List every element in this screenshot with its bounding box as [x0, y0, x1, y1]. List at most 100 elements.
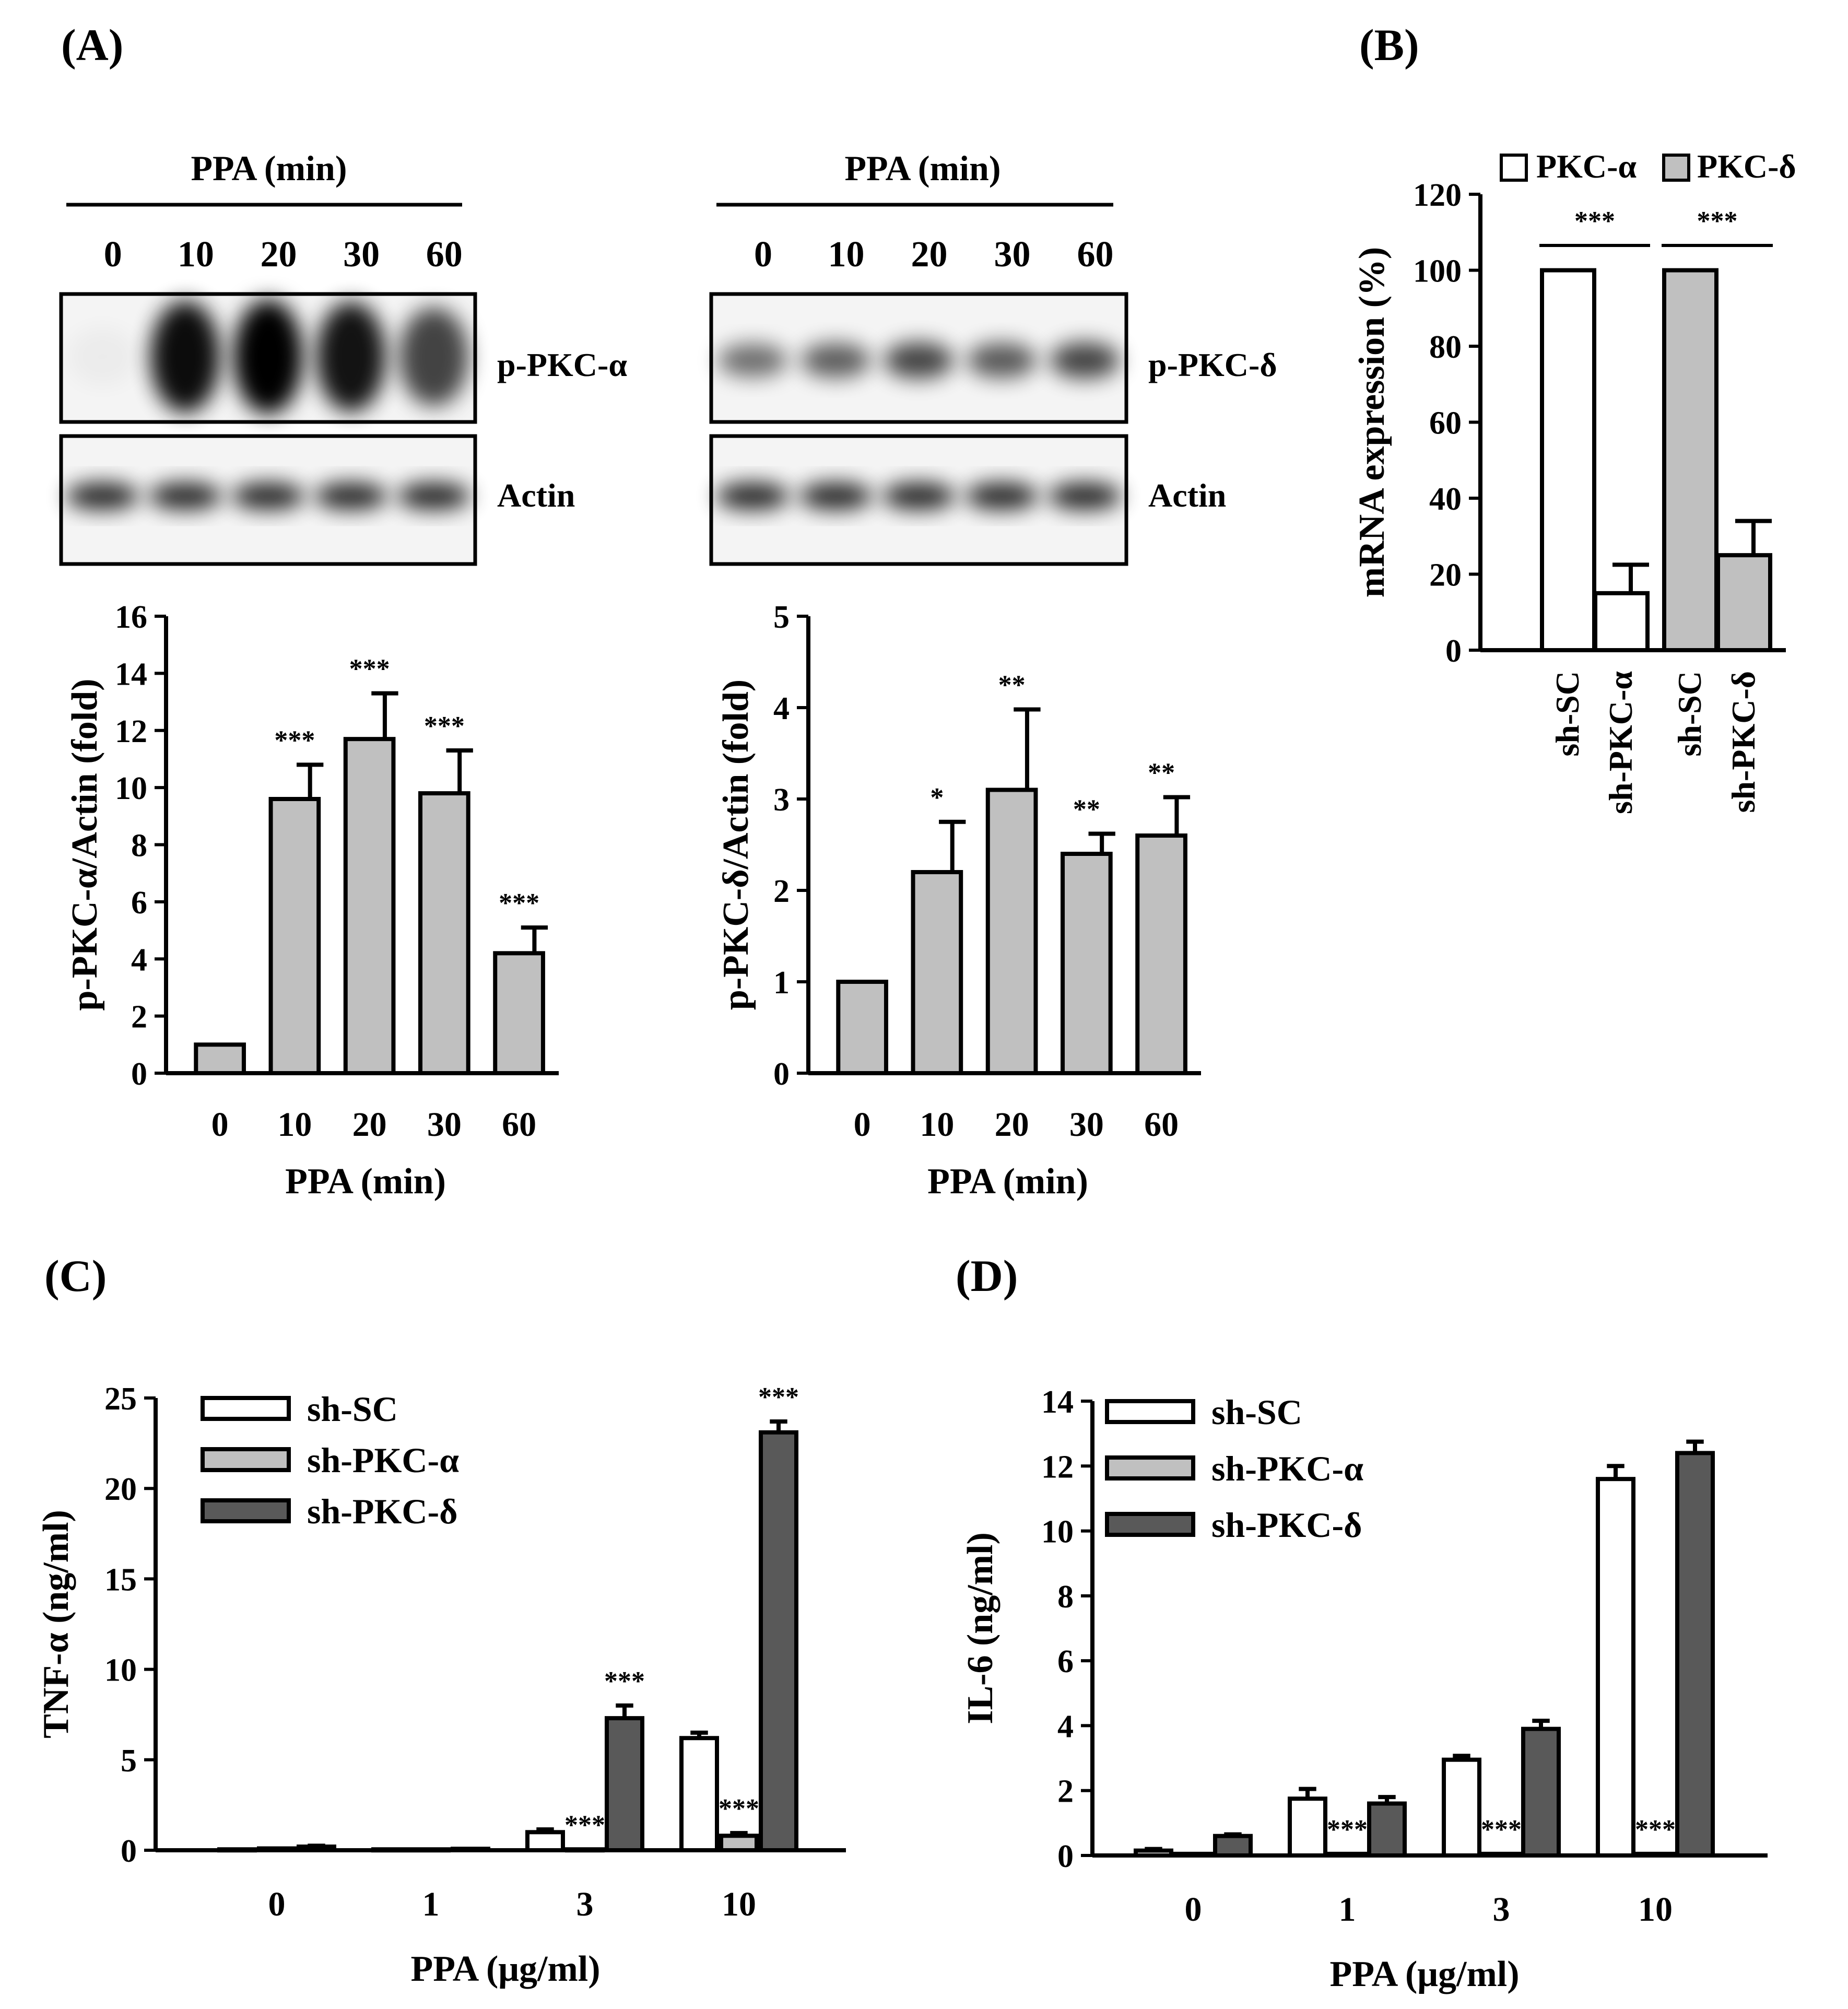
y-tick-label: 40 [1429, 481, 1462, 517]
x-tick-label: 10 [722, 1885, 756, 1923]
x-axis-label: PPA (μg/ml) [1329, 1954, 1519, 1994]
lane-label: 20 [261, 234, 297, 275]
legend-swatch [201, 1447, 291, 1472]
x-axis-label: PPA (min) [285, 1161, 446, 1202]
x-tick-label: 0 [1185, 1890, 1202, 1929]
legend-swatch [1662, 154, 1690, 182]
legend-swatch [201, 1396, 291, 1421]
significance-mark: *** [1481, 1815, 1522, 1844]
bar [605, 1716, 644, 1852]
significance-mark: *** [424, 711, 465, 741]
bar [343, 737, 396, 1075]
western-blot-pkc-delta: PPA (min) 0 10 20 30 60 p-PKC-δ Actin [709, 148, 1277, 566]
bar [759, 1430, 798, 1852]
y-tick-label: 2 [1057, 1774, 1074, 1810]
y-tick-label: 6 [131, 885, 147, 921]
y-tick-label: 80 [1429, 330, 1462, 365]
lane-label: 60 [1077, 234, 1114, 275]
chart-mrna-expression: 0 20 40 60 80 100 120 mRNA expression (%) sh-SC s… [1352, 148, 1796, 814]
x-tick-label: sh-PKC-δ [1725, 671, 1762, 813]
x-tick-label: 30 [427, 1106, 462, 1144]
actin-band [1048, 483, 1122, 510]
blot-row-label: p-PKC-α [497, 346, 627, 383]
y-axis-label: p-PKC-α/Actin (fold) [65, 679, 105, 1011]
panel-label-d: (D) [956, 1251, 1018, 1301]
y-tick-label: 10 [115, 771, 147, 806]
legend-swatch [1105, 1399, 1195, 1424]
significance-mark: *** [349, 654, 390, 684]
protein-band [801, 343, 871, 378]
significance-mark: *** [758, 1382, 799, 1412]
y-tick-label: 12 [115, 714, 147, 749]
y-tick-label: 10 [104, 1653, 137, 1688]
legend-label: sh-PKC-δ [307, 1491, 457, 1531]
legend-label: PKC-α [1536, 148, 1637, 185]
x-tick-label: sh-PKC-α [1602, 671, 1639, 814]
bar [1288, 1796, 1327, 1858]
lane-label: 10 [178, 234, 214, 275]
significance-mark: *** [1635, 1815, 1676, 1844]
bar [679, 1736, 719, 1852]
blot-row-label: Actin [1148, 477, 1226, 514]
protein-band [150, 300, 220, 413]
y-tick-label: 15 [104, 1562, 137, 1597]
y-tick-label: 5 [773, 600, 790, 635]
panel-label-a: (A) [61, 20, 123, 70]
legend-swatch [1105, 1512, 1195, 1537]
significance-mark: *** [499, 888, 539, 918]
legend-label: sh-PKC-α [1211, 1449, 1363, 1488]
y-axis-label: TNF-α (ng/ml) [36, 1510, 76, 1738]
actin-band [965, 483, 1039, 510]
y-tick-label: 0 [131, 1056, 147, 1092]
y-tick-label: 12 [1041, 1449, 1074, 1485]
actin-band [716, 483, 790, 510]
y-tick-label: 0 [121, 1834, 137, 1869]
protein-band [967, 343, 1037, 378]
x-tick-label: 10 [1638, 1890, 1673, 1929]
y-tick-label: 0 [1445, 633, 1462, 669]
y-tick-label: 120 [1413, 178, 1462, 213]
significance-mark: *** [1327, 1815, 1368, 1844]
protein-band [233, 299, 303, 414]
lane-label: 60 [426, 234, 463, 275]
y-axis-label: IL-6 (ng/ml) [960, 1532, 1000, 1724]
actin-band [314, 483, 387, 510]
significance-mark: *** [719, 1794, 759, 1824]
y-tick-label: 100 [1413, 254, 1462, 289]
x-axis-label: PPA (μg/ml) [410, 1949, 600, 1989]
bar [1442, 1757, 1481, 1858]
x-tick-label: 0 [268, 1885, 286, 1923]
bar [268, 797, 321, 1075]
significance-mark: ** [1073, 795, 1100, 825]
y-tick-label: 4 [131, 942, 147, 978]
lane-label: 20 [911, 234, 948, 275]
actin-band [799, 483, 873, 510]
bar [1675, 1451, 1715, 1858]
bar [1213, 1834, 1253, 1858]
protein-band [717, 344, 788, 377]
significance-mark: ** [1148, 758, 1175, 788]
bar [1596, 1477, 1635, 1858]
panel-label-c: (C) [44, 1251, 107, 1301]
y-tick-label: 5 [121, 1743, 137, 1779]
legend-label: sh-SC [1211, 1392, 1302, 1432]
significance-mark: *** [274, 725, 315, 755]
y-tick-label: 6 [1057, 1644, 1074, 1679]
y-tick-label: 60 [1429, 406, 1462, 441]
blot-row-label: Actin [497, 477, 575, 514]
x-tick-label: 20 [352, 1106, 387, 1144]
y-tick-label: 20 [104, 1472, 137, 1507]
chart-p-pkc-alpha-fold: 0 2 4 6 8 10 12 14 16 p-PKC-α/Actin (fold) 0 *** 10 *… [65, 600, 559, 1202]
lane-label: 0 [104, 234, 122, 275]
bar [1367, 1801, 1407, 1858]
chart-il-6: 0 2 4 6 8 10 12 14 IL-6 (ng/ml) 0 *** 1 *** 3 *** 10 PPA… [960, 1384, 1768, 1994]
legend-swatch [1500, 154, 1528, 182]
y-tick-label: 4 [1057, 1709, 1074, 1744]
significance-mark: *** [604, 1666, 645, 1696]
y-tick-label: 0 [773, 1056, 790, 1092]
x-tick-label: sh-SC [1671, 671, 1708, 757]
significance-mark: ** [998, 671, 1026, 700]
y-tick-label: 8 [131, 828, 147, 864]
x-tick-label: 20 [995, 1106, 1029, 1144]
